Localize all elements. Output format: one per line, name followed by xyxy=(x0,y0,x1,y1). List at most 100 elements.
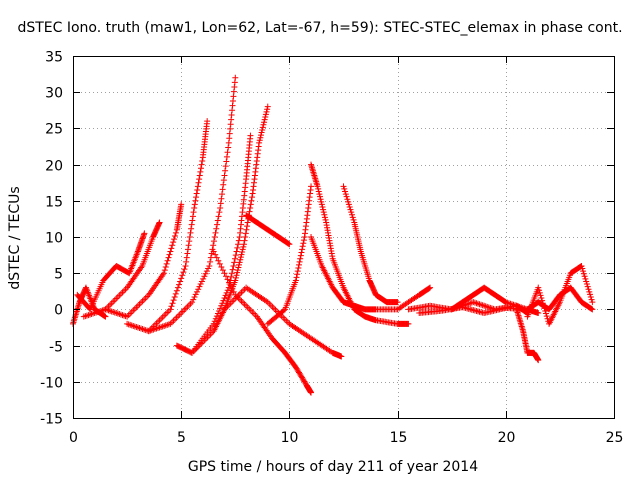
chart-title: dSTEC Iono. truth (maw1, Lon=62, Lat=-67… xyxy=(17,20,622,36)
data-point xyxy=(155,325,162,332)
data-point xyxy=(189,217,196,224)
data-point xyxy=(349,211,356,218)
data-point xyxy=(191,201,198,208)
data-point xyxy=(223,153,230,160)
data-point xyxy=(238,289,245,296)
data-point xyxy=(350,216,357,223)
y-tick-label: -15 xyxy=(40,412,63,428)
series-arc-g xyxy=(173,103,271,356)
data-point xyxy=(214,217,221,224)
data-point xyxy=(114,293,121,300)
data-point xyxy=(481,302,488,309)
data-point xyxy=(262,114,269,121)
data-point xyxy=(281,316,288,323)
data-point xyxy=(213,313,220,320)
data-point xyxy=(199,157,206,164)
data-point xyxy=(471,299,478,306)
data-point xyxy=(219,267,226,274)
data-point xyxy=(207,258,214,265)
data-point xyxy=(168,303,175,310)
data-point xyxy=(170,297,177,304)
data-point xyxy=(294,271,301,278)
data-point xyxy=(584,283,591,290)
data-point xyxy=(252,312,259,319)
data-point xyxy=(197,165,204,172)
data-point xyxy=(219,186,226,193)
data-point xyxy=(264,103,271,110)
data-point xyxy=(346,204,353,211)
data-point xyxy=(197,168,204,175)
data-point xyxy=(474,300,481,307)
data-point xyxy=(102,306,109,313)
data-point xyxy=(80,313,87,320)
data-point xyxy=(159,314,166,321)
data-point xyxy=(161,322,168,329)
data-point xyxy=(267,302,274,309)
data-point xyxy=(345,198,352,205)
data-point xyxy=(184,250,191,257)
data-point xyxy=(286,241,293,248)
data-point xyxy=(216,307,223,314)
data-point xyxy=(296,258,303,265)
data-point xyxy=(240,241,247,248)
data-point xyxy=(348,209,355,216)
data-point xyxy=(196,172,203,179)
data-point xyxy=(219,300,226,307)
data-point xyxy=(185,302,192,309)
data-point xyxy=(161,312,168,319)
data-point xyxy=(230,262,237,269)
data-point xyxy=(320,209,327,216)
data-point xyxy=(207,254,214,261)
series-arc-i xyxy=(210,248,315,396)
data-point xyxy=(225,144,232,151)
data-point xyxy=(111,309,118,316)
data-point xyxy=(578,262,585,269)
data-point xyxy=(158,315,165,322)
data-point xyxy=(344,196,351,203)
data-point xyxy=(214,310,221,317)
data-point xyxy=(188,225,195,232)
data-point xyxy=(114,310,121,317)
data-point xyxy=(164,309,171,316)
x-tick-label: 5 xyxy=(177,430,186,446)
data-point xyxy=(173,314,180,321)
data-point xyxy=(349,214,356,221)
data-point xyxy=(182,305,189,312)
data-point xyxy=(227,282,234,289)
data-point xyxy=(272,306,279,313)
data-point xyxy=(206,332,213,339)
data-point xyxy=(184,303,191,310)
data-point xyxy=(182,262,189,269)
data-point xyxy=(237,256,244,263)
data-point xyxy=(107,301,114,308)
data-point xyxy=(153,320,160,327)
data-point xyxy=(587,291,594,298)
data-point xyxy=(170,317,177,324)
data-point xyxy=(206,262,213,269)
data-point xyxy=(134,302,141,309)
data-point xyxy=(212,229,219,236)
data-point xyxy=(247,201,254,208)
data-point xyxy=(161,267,168,274)
data-point xyxy=(167,306,174,313)
data-point xyxy=(214,221,221,228)
data-point xyxy=(192,197,199,204)
data-point xyxy=(141,326,148,333)
data-point xyxy=(319,204,326,211)
data-point xyxy=(223,158,230,165)
data-point xyxy=(235,241,242,248)
data-point xyxy=(121,312,128,319)
x-tick-label: 20 xyxy=(498,430,516,446)
data-point xyxy=(119,289,126,296)
data-point xyxy=(232,252,239,259)
data-point xyxy=(292,277,299,284)
data-point xyxy=(224,287,231,294)
data-point xyxy=(87,311,94,318)
data-point xyxy=(226,279,233,286)
data-point xyxy=(347,206,354,213)
data-point xyxy=(293,274,300,281)
data-point xyxy=(259,126,266,133)
data-point xyxy=(238,251,245,258)
data-point xyxy=(192,291,199,298)
data-point xyxy=(247,205,254,212)
